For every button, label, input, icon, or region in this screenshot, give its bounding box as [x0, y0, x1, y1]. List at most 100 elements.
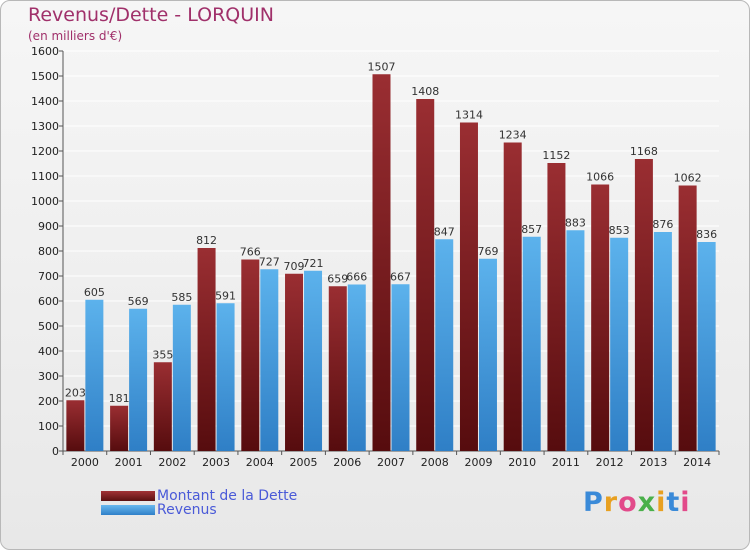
legend-item-dette: Montant de la Dette [101, 488, 297, 504]
y-tick-label: 400 [38, 345, 59, 358]
data-label-dette: 203 [65, 386, 86, 399]
bar-dette [503, 142, 522, 451]
proxiti-logo: Proxiti [583, 487, 691, 518]
bar-revenus [435, 239, 454, 451]
bar-dette [416, 99, 435, 451]
data-label-dette: 1066 [586, 171, 614, 184]
bar-revenus [653, 232, 672, 451]
y-tick-label: 700 [38, 270, 59, 283]
y-tick-label: 1100 [31, 170, 59, 183]
x-tick-label: 2001 [115, 456, 143, 469]
data-label-revenus: 666 [346, 271, 367, 284]
data-label-revenus: 605 [84, 286, 105, 299]
y-tick-label: 0 [52, 445, 59, 458]
bar-dette [547, 163, 566, 451]
y-tick-label: 1600 [31, 45, 59, 58]
bar-dette [66, 400, 85, 451]
data-label-dette: 1507 [368, 60, 396, 73]
x-tick-label: 2005 [290, 456, 318, 469]
bar-revenus [85, 299, 104, 451]
y-tick-label: 600 [38, 295, 59, 308]
data-label-revenus: 853 [609, 224, 630, 237]
bar-dette [591, 184, 610, 451]
legend-label-dette: Montant de la Dette [157, 488, 298, 504]
data-label-revenus: 769 [477, 245, 498, 258]
bar-dette [328, 286, 347, 451]
x-tick-label: 2014 [683, 456, 711, 469]
bar-dette [634, 159, 653, 451]
bar-dette [372, 74, 391, 451]
y-tick-label: 1500 [31, 70, 59, 83]
x-tick-label: 2008 [421, 456, 449, 469]
data-label-dette: 766 [240, 246, 261, 259]
legend-label-revenus: Revenus [157, 502, 217, 518]
y-tick-label: 800 [38, 245, 59, 258]
bar-revenus [216, 303, 235, 451]
legend-swatch-dette [101, 491, 155, 501]
y-tick-label: 900 [38, 220, 59, 233]
data-label-dette: 1408 [411, 85, 439, 98]
y-tick-label: 1300 [31, 120, 59, 133]
bar-dette [153, 362, 172, 451]
data-label-revenus: 847 [434, 225, 455, 238]
y-tick-label: 1400 [31, 95, 59, 108]
bar-revenus [522, 236, 541, 451]
data-label-dette: 709 [284, 260, 305, 273]
bar-dette [459, 122, 478, 451]
bar-dette [197, 248, 216, 451]
x-tick-label: 2013 [639, 456, 667, 469]
chart-title: Revenus/Dette - LORQUIN [28, 4, 274, 26]
data-label-dette: 1314 [455, 109, 483, 122]
x-tick-label: 2009 [464, 456, 492, 469]
y-tick-label: 1200 [31, 145, 59, 158]
y-tick-label: 500 [38, 320, 59, 333]
data-label-revenus: 727 [259, 255, 280, 268]
data-label-dette: 181 [109, 392, 130, 405]
data-label-revenus: 591 [215, 289, 236, 302]
data-label-dette: 1152 [542, 149, 570, 162]
data-label-dette: 659 [327, 272, 348, 285]
y-tick-label: 100 [38, 420, 59, 433]
bar-revenus [391, 284, 410, 451]
x-tick-label: 2004 [246, 456, 274, 469]
x-tick-label: 2007 [377, 456, 405, 469]
bar-dette [285, 273, 304, 451]
bar-revenus [697, 242, 716, 451]
x-tick-label: 2011 [552, 456, 580, 469]
bar-revenus [478, 258, 497, 451]
bar-revenus [610, 237, 629, 451]
data-label-revenus: 857 [521, 223, 542, 236]
x-tick-label: 2003 [202, 456, 230, 469]
bar-revenus [260, 269, 279, 451]
x-tick-label: 2000 [71, 456, 99, 469]
x-tick-label: 2010 [508, 456, 536, 469]
legend-item-revenus: Revenus [101, 502, 217, 518]
data-label-revenus: 836 [696, 228, 717, 241]
y-tick-label: 300 [38, 370, 59, 383]
data-label-dette: 1234 [499, 129, 527, 142]
x-tick-label: 2002 [158, 456, 186, 469]
y-tick-label: 200 [38, 395, 59, 408]
y-tick-label: 1000 [31, 195, 59, 208]
chart-subtitle: (en milliers d'€) [28, 29, 123, 43]
data-label-dette: 1168 [630, 145, 658, 158]
bar-revenus [129, 308, 148, 451]
data-label-revenus: 721 [303, 257, 324, 270]
bar-revenus [304, 270, 323, 451]
legend-swatch-revenus [101, 505, 155, 515]
x-tick-label: 2006 [333, 456, 361, 469]
data-label-revenus: 585 [171, 291, 192, 304]
bar-dette [678, 185, 697, 451]
bar-revenus [566, 230, 585, 451]
x-tick-label: 2012 [596, 456, 624, 469]
data-label-dette: 812 [196, 234, 217, 247]
data-label-revenus: 883 [565, 216, 586, 229]
bar-revenus [172, 304, 191, 451]
bar-dette [241, 259, 260, 451]
data-label-revenus: 876 [652, 218, 673, 231]
data-label-dette: 355 [152, 348, 173, 361]
bar-dette [110, 405, 129, 451]
data-label-revenus: 569 [128, 295, 149, 308]
